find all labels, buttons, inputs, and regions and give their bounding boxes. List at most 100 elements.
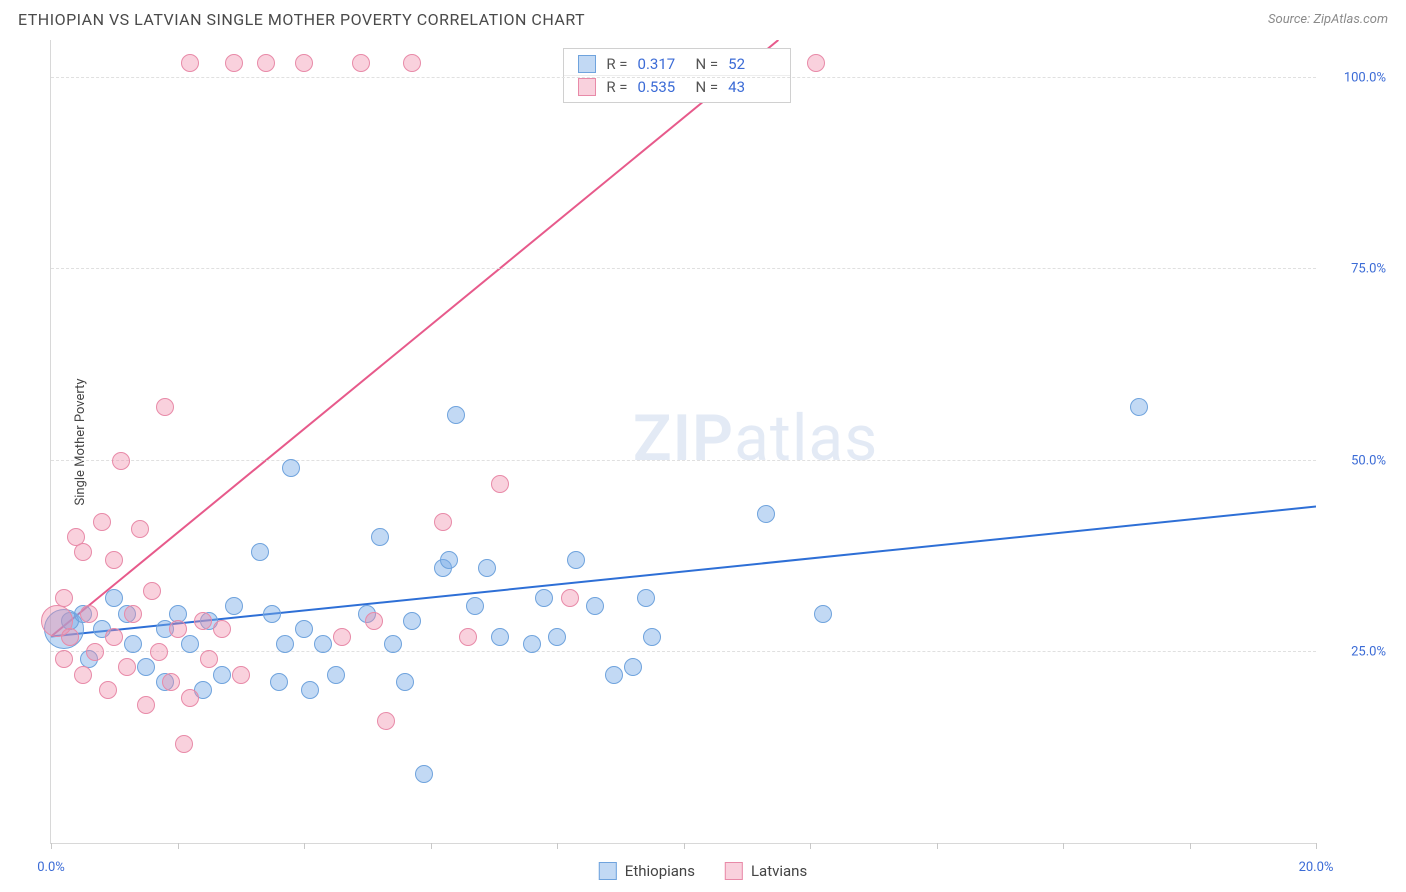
data-point [605,666,623,684]
data-point [225,597,243,615]
data-point [434,513,452,531]
data-point [213,620,231,638]
data-point [535,589,553,607]
data-point [118,658,136,676]
x-tick-label: 0.0% [37,860,65,875]
data-point [301,681,319,699]
chart-title: ETHIOPIAN VS LATVIAN SINGLE MOTHER POVER… [18,10,585,29]
source-label: Source: ZipAtlas.com [1268,12,1388,27]
stat-r-label: R = [606,55,627,73]
stats-box: R =0.317N =52R =0.535N =43 [563,48,791,103]
data-point [807,54,825,72]
data-point [55,589,73,607]
data-point [181,54,199,72]
stat-n-label: N = [696,55,719,73]
data-point [377,712,395,730]
data-point [99,681,117,699]
data-point [371,528,389,546]
data-point [251,543,269,561]
x-tick-label: 20.0% [1299,860,1334,875]
stats-row: R =0.535N =43 [564,75,790,98]
stats-swatch [578,55,596,73]
data-point [86,643,104,661]
gridline [51,77,1316,78]
stat-r-value: 0.535 [638,78,686,96]
data-point [365,612,383,630]
data-point [74,666,92,684]
data-point [440,551,458,569]
data-point [232,666,250,684]
data-point [282,459,300,477]
data-point [814,605,832,623]
stats-swatch [578,78,596,96]
data-point [93,513,111,531]
data-point [112,452,130,470]
data-point [200,650,218,668]
legend-swatch-ethiopians [599,862,617,880]
x-tick [1063,843,1064,849]
data-point [637,589,655,607]
chart-area: Single Mother Poverty ZIPatlas R = 0.317 N… [50,40,1316,844]
legend-label: Ethiopians [625,862,695,880]
data-point [459,628,477,646]
data-point [567,551,585,569]
stat-r-label: R = [606,78,627,96]
data-point [491,475,509,493]
data-point [403,612,421,630]
legend-item-latvians: Latvians [725,862,807,880]
trend-lines [51,40,1316,843]
x-tick [937,843,938,849]
stats-row: R =0.317N =52 [564,53,790,75]
plot-area: Single Mother Poverty ZIPatlas R = 0.317 N… [50,40,1316,844]
data-point [415,765,433,783]
data-point [105,589,123,607]
data-point [548,628,566,646]
data-point [194,612,212,630]
data-point [384,635,402,653]
x-tick [1316,843,1317,849]
y-tick-label: 100.0% [1344,71,1386,86]
data-point [314,635,332,653]
data-point [327,666,345,684]
data-point [466,597,484,615]
x-tick [1190,843,1191,849]
data-point [162,673,180,691]
data-point [137,658,155,676]
data-point [124,605,142,623]
data-point [257,54,275,72]
data-point [757,505,775,523]
data-point [263,605,281,623]
data-point [55,650,73,668]
y-axis-title: Single Mother Poverty [73,378,88,505]
data-point [74,543,92,561]
legend-label: Latvians [751,862,807,880]
data-point [333,628,351,646]
x-tick [51,843,52,849]
data-point [586,597,604,615]
legend: Ethiopians Latvians [599,862,807,880]
data-point [175,735,193,753]
data-point [80,605,98,623]
stat-r-value: 0.317 [638,55,686,73]
data-point [213,666,231,684]
data-point [105,551,123,569]
data-point [523,635,541,653]
gridline [51,651,1316,652]
y-tick-label: 25.0% [1351,644,1386,659]
data-point [150,643,168,661]
data-point [143,582,161,600]
data-point [105,628,123,646]
legend-swatch-latvians [725,862,743,880]
x-tick [304,843,305,849]
x-tick [684,843,685,849]
data-point [491,628,509,646]
data-point [181,635,199,653]
y-tick-label: 50.0% [1351,453,1386,468]
watermark: ZIPatlas [633,401,878,476]
data-point [643,628,661,646]
x-tick [431,843,432,849]
data-point [225,54,243,72]
x-tick [557,843,558,849]
data-point [478,559,496,577]
data-point [270,673,288,691]
